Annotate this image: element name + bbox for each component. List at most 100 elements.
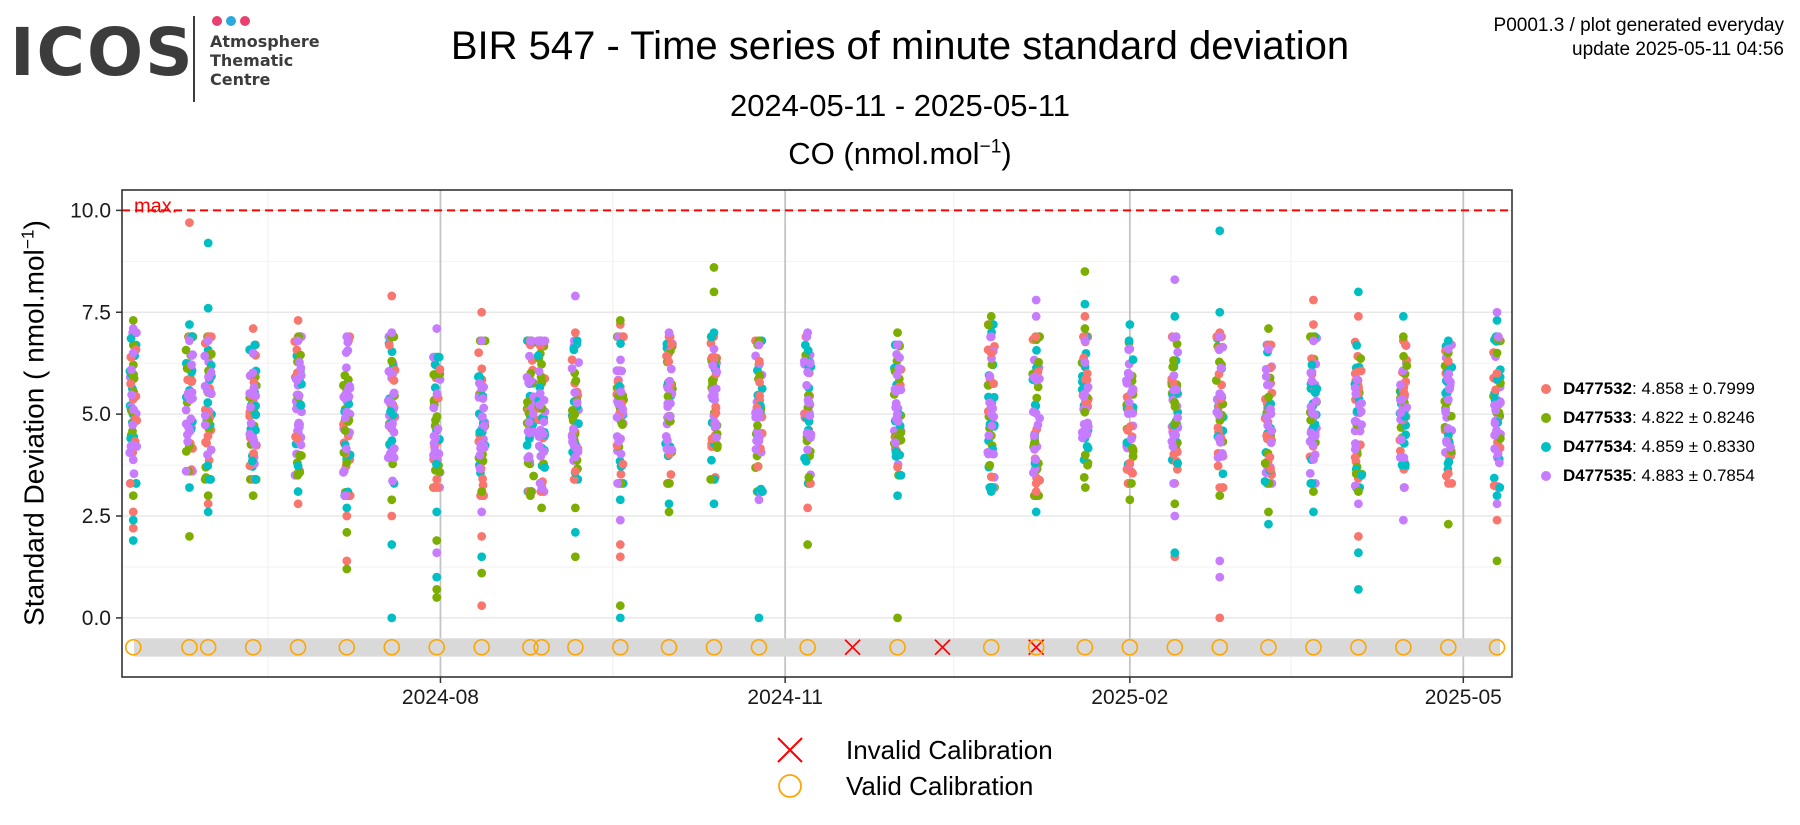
data-point <box>1168 442 1178 451</box>
data-point <box>1266 464 1275 474</box>
data-point <box>1492 307 1502 317</box>
data-point <box>1490 430 1500 440</box>
data-point <box>984 431 994 440</box>
data-point <box>435 364 445 374</box>
data-point <box>570 388 580 397</box>
data-point <box>805 411 815 421</box>
logo-sub-line: Atmosphere <box>210 32 320 51</box>
data-point <box>1083 460 1092 470</box>
data-point <box>1080 483 1090 492</box>
calibration-valid-marker <box>244 638 262 656</box>
data-point <box>1307 360 1317 370</box>
data-point <box>893 328 902 338</box>
data-point <box>1309 320 1318 329</box>
y-tick-label: 0.0 <box>82 607 111 630</box>
data-point <box>1492 491 1502 501</box>
data-point <box>893 491 902 501</box>
data-point <box>803 503 813 513</box>
data-point <box>661 432 671 441</box>
data-point <box>890 384 900 394</box>
data-point <box>615 540 625 549</box>
data-point <box>567 433 577 442</box>
data-point <box>432 593 442 602</box>
data-point <box>1215 307 1225 317</box>
legend-item-d477534: D477534: 4.859 ± 0.8330 <box>1541 432 1755 461</box>
data-point <box>385 449 395 459</box>
data-point <box>803 328 813 338</box>
data-point <box>892 350 902 359</box>
data-point <box>665 376 675 386</box>
data-point <box>712 367 722 377</box>
data-point <box>569 424 578 434</box>
data-point <box>522 372 532 382</box>
data-point <box>664 357 674 366</box>
data-point <box>666 470 676 479</box>
data-point <box>528 409 538 419</box>
data-point <box>804 472 814 482</box>
calibration-legend: Invalid Calibration Valid Calibration <box>770 732 1053 804</box>
x-tick-label: 2025-05 <box>1425 686 1502 709</box>
data-point <box>479 421 489 430</box>
data-point <box>712 432 722 442</box>
data-point <box>1357 470 1367 480</box>
data-point <box>755 371 765 380</box>
calibration-valid-marker <box>1488 638 1506 656</box>
calibration-valid-marker <box>1076 638 1094 656</box>
calibration-invalid-marker <box>844 639 861 656</box>
data-point <box>709 287 719 297</box>
data-point <box>1443 336 1453 346</box>
data-point <box>569 441 579 450</box>
data-point <box>387 291 397 301</box>
legend-series-name: D477533 <box>1563 407 1633 427</box>
data-point <box>754 613 764 623</box>
data-point <box>185 218 194 228</box>
data-point <box>1306 479 1316 488</box>
data-point <box>1080 336 1090 346</box>
data-point <box>389 376 399 385</box>
data-point <box>248 324 258 333</box>
data-point <box>665 412 675 421</box>
calibration-valid-marker <box>338 638 356 656</box>
data-point <box>1492 400 1502 410</box>
data-point <box>429 483 439 492</box>
data-point <box>384 366 394 376</box>
data-point <box>709 390 719 400</box>
data-point <box>200 351 210 361</box>
data-point <box>183 437 193 446</box>
data-point <box>477 552 487 562</box>
data-point <box>1305 437 1315 446</box>
data-point <box>709 263 719 272</box>
data-point <box>986 348 996 358</box>
data-point <box>1352 375 1362 384</box>
data-point <box>663 402 673 412</box>
data-point <box>245 429 255 439</box>
data-point <box>474 378 484 388</box>
icos-logo: ICOS Atmosphere Thematic Centre <box>10 14 330 104</box>
data-point <box>616 469 626 479</box>
data-point <box>251 474 260 484</box>
data-point <box>1033 382 1043 392</box>
data-point <box>615 316 625 325</box>
data-point <box>1172 339 1182 349</box>
data-point <box>1398 311 1408 321</box>
data-point <box>618 404 628 414</box>
data-point <box>1031 295 1041 305</box>
data-point <box>1173 413 1183 422</box>
data-point <box>1307 376 1317 386</box>
data-point <box>431 415 440 425</box>
data-point <box>479 441 489 451</box>
legend-dot-icon <box>1541 412 1551 423</box>
data-point <box>1444 369 1454 379</box>
legend-dot-icon <box>1541 441 1551 452</box>
data-point <box>129 405 139 415</box>
data-point <box>1080 299 1090 309</box>
data-point <box>1442 438 1451 447</box>
data-point <box>1309 507 1318 517</box>
data-point <box>1215 332 1225 342</box>
data-point <box>1029 372 1039 382</box>
calibration-valid-marker <box>567 638 584 656</box>
data-point <box>706 474 716 484</box>
data-point <box>1492 499 1502 509</box>
data-point <box>387 328 397 338</box>
gas-label-suffix: ) <box>1001 136 1012 171</box>
